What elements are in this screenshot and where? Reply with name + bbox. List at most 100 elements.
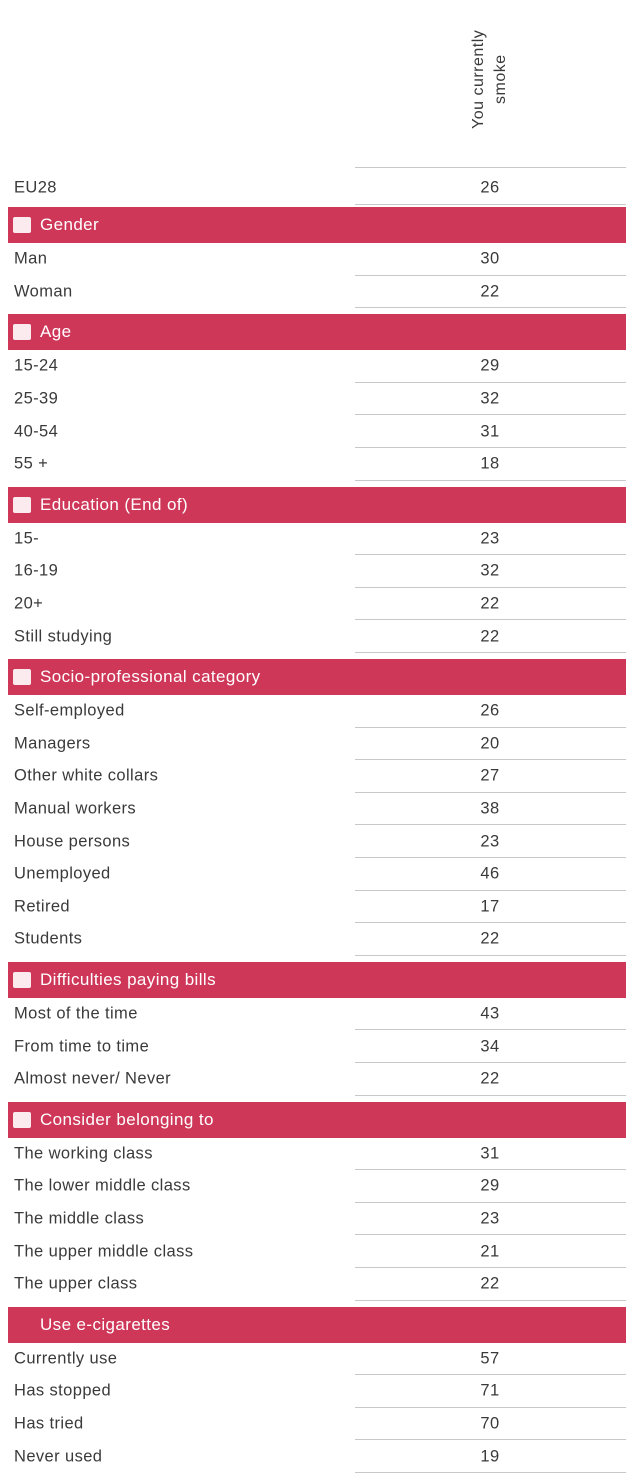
row-rule: [355, 1439, 626, 1441]
section-header: Gender: [8, 207, 626, 243]
table-row: Currently use 57: [0, 1343, 626, 1376]
table-row: Manual workers 38: [0, 793, 626, 826]
row-label: Other white collars: [14, 766, 159, 785]
section-header: Difficulties paying bills: [8, 961, 626, 998]
section-icon: [13, 1111, 31, 1128]
row-value: 31: [480, 422, 500, 441]
table-row: Self-employed 26: [0, 695, 626, 728]
row-rule: [355, 414, 626, 416]
section-icon: [13, 217, 31, 233]
row-value: 20: [480, 734, 500, 753]
row-rule: [355, 554, 626, 556]
row-rule: [355, 1471, 626, 1473]
row-label: From time to time: [14, 1037, 150, 1056]
row-value: 32: [480, 561, 500, 580]
row-label: House persons: [14, 832, 131, 851]
row-rule: [355, 1061, 626, 1063]
row-label: Never used: [14, 1447, 103, 1466]
table-row: 15-24 29: [0, 350, 626, 383]
table-row: House persons 23: [0, 825, 626, 858]
row-label: The upper class: [14, 1274, 138, 1293]
row-value: 22: [480, 282, 500, 301]
section-title: Socio-professional category: [40, 667, 261, 686]
row-value: 26: [480, 701, 500, 720]
row-label: Woman: [14, 282, 73, 301]
row-value: 31: [480, 1144, 500, 1163]
section-header: Socio-professional category: [8, 659, 626, 695]
row-rule: [355, 274, 626, 276]
row-rule: [355, 1201, 626, 1203]
table-row: Unemployed 46: [0, 858, 626, 891]
row-rule: [355, 889, 626, 891]
row-value: 34: [480, 1037, 500, 1056]
table-row: Has tried 70: [0, 1408, 626, 1441]
row-rule: [355, 619, 626, 621]
row-rule: [355, 922, 626, 924]
row-label: Has tried: [14, 1414, 84, 1433]
table-row: Retired 17: [0, 891, 626, 924]
row-label: The working class: [14, 1144, 153, 1163]
row-value: 22: [480, 929, 500, 948]
table-row: Woman 22: [0, 276, 626, 309]
section-title: Consider belonging to: [40, 1109, 214, 1129]
row-rule: [355, 1374, 626, 1376]
table-row: 20+ 22: [0, 588, 626, 621]
section-title: Difficulties paying bills: [40, 969, 216, 989]
section-title: Age: [40, 322, 72, 342]
table-row: The upper class 22: [0, 1268, 626, 1301]
section-icon: [13, 324, 31, 341]
row-label: 20+: [14, 594, 44, 613]
row-value: 23: [480, 832, 500, 851]
column-label: You currently smoke: [470, 29, 509, 129]
section-header: Age: [8, 314, 626, 351]
row-rule: [355, 479, 626, 481]
row-label: 15-: [14, 529, 40, 548]
row-label: The upper middle class: [14, 1242, 194, 1261]
row-label: 25-39: [14, 389, 59, 408]
row-rule: [355, 1266, 626, 1268]
row-label: The middle class: [14, 1209, 145, 1228]
row-label: 40-54: [14, 422, 59, 441]
row-value: 22: [480, 594, 500, 613]
row-value: 46: [480, 864, 500, 883]
table-row: Man 30: [0, 243, 626, 276]
row-value: 38: [480, 799, 500, 818]
row-value: 30: [480, 249, 500, 268]
section-title: Education (End of): [40, 494, 189, 514]
section-header: Use e-cigarettes: [8, 1306, 626, 1343]
table-row: Most of the time 43: [0, 998, 626, 1031]
table-row: 16-19 32: [0, 555, 626, 588]
table-row: Still studying 22: [0, 620, 626, 653]
row-label: EU28: [14, 178, 57, 197]
row-label: 15-24: [14, 356, 59, 375]
row-rule: [355, 824, 626, 826]
section-header: Consider belonging to: [8, 1101, 626, 1138]
row-label: Unemployed: [14, 864, 111, 883]
row-rule: [355, 651, 626, 653]
row-label: 55 +: [14, 454, 49, 473]
row-label: The lower middle class: [14, 1176, 191, 1195]
row-value: 22: [480, 627, 500, 646]
row-label: Currently use: [14, 1349, 118, 1368]
row-value: 23: [480, 529, 500, 548]
row-value: 70: [480, 1414, 500, 1433]
row-rule: [355, 586, 626, 588]
row-value: 23: [480, 1209, 500, 1228]
table-row: Never used 19: [0, 1440, 626, 1473]
table-row: Almost never/ Never 22: [0, 1063, 626, 1096]
row-value: 26: [480, 178, 500, 197]
row-rule: [355, 1234, 626, 1236]
row-value: 21: [480, 1242, 500, 1261]
row-rule: [355, 1094, 626, 1096]
row-rule: [355, 856, 626, 858]
row-value: 18: [480, 454, 500, 473]
row-rule: [355, 1029, 626, 1031]
row-rule: [355, 726, 626, 728]
section-title: Gender: [40, 215, 100, 234]
row-value: 17: [480, 897, 500, 916]
table-row: 55 + 18: [0, 448, 626, 481]
row-label: Still studying: [14, 627, 113, 646]
row-value: 22: [480, 1069, 500, 1088]
column-header: You currently smoke: [440, 4, 540, 154]
